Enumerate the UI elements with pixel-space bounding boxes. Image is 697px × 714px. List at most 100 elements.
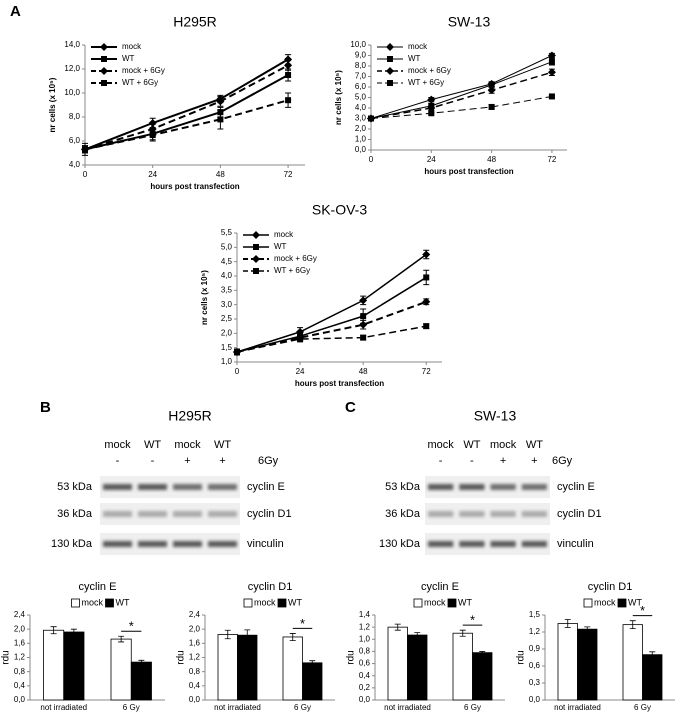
y-tick-label: 5,5 — [221, 228, 233, 237]
blot-band — [208, 541, 237, 547]
legend-swatch — [583, 598, 593, 608]
chart-title: cyclin E — [421, 581, 459, 593]
chart-title: SK-OV-3 — [312, 202, 367, 218]
marker — [368, 115, 374, 122]
x-tick-label: not irradiated — [214, 703, 261, 712]
blot-strip — [425, 476, 550, 498]
error-bar — [289, 633, 296, 641]
treatment-label: 6Gy — [552, 455, 573, 467]
y-tick-label: 1,6 — [14, 638, 26, 647]
y-tick-label: 0,8 — [14, 667, 26, 676]
lane-label: mock — [427, 439, 454, 451]
x-tick-label: 24 — [427, 155, 436, 164]
panel-label: A — [10, 3, 21, 20]
marker — [427, 104, 436, 112]
legend-label: mock + 6Gy — [408, 66, 451, 75]
y-tick-label: 0,6 — [529, 661, 541, 670]
blot-band — [138, 484, 167, 490]
blot-band — [521, 541, 547, 547]
blot-band — [459, 484, 485, 490]
error-bar — [70, 628, 77, 636]
marker — [297, 336, 304, 343]
y-tick-label: 5,0 — [221, 242, 233, 251]
legend-marker — [387, 56, 393, 62]
series-line — [236, 253, 427, 353]
legend-label: WT — [122, 54, 135, 63]
protein-label: cyclin E — [557, 481, 595, 493]
legend-label: WT — [274, 242, 287, 251]
treatment-sign: + — [531, 455, 537, 467]
y-tick-label: 1,2 — [14, 653, 26, 662]
significance-star: * — [129, 619, 134, 634]
blot-strip — [100, 533, 240, 555]
legend-swatch — [617, 598, 627, 608]
chart-title: H295R — [173, 14, 217, 30]
legend-label: WT + 6Gy — [408, 78, 444, 87]
legend-marker — [252, 255, 260, 263]
marker — [284, 55, 293, 64]
y-tick-label: 1,2 — [189, 653, 201, 662]
bar — [282, 636, 303, 701]
legend-marker — [253, 268, 259, 274]
series-line — [84, 64, 289, 151]
x-tick-label: 6 Gy — [294, 703, 311, 712]
bar — [622, 624, 643, 701]
x-tick-label: 0 — [83, 170, 88, 179]
treatment-label: 6Gy — [258, 455, 279, 467]
x-tick-label: 72 — [284, 170, 293, 179]
y-tick-label: 4,0 — [69, 160, 81, 169]
x-tick-label: 0 — [235, 367, 240, 376]
y-tick-label: 3,5 — [221, 285, 233, 294]
blot-band — [103, 484, 132, 490]
marker — [422, 297, 431, 306]
legend-label: mock + 6Gy — [122, 66, 165, 75]
protein-label: cyclin D1 — [557, 508, 602, 520]
legend-label: mock — [122, 42, 142, 51]
y-tick-label: 4,0 — [221, 271, 233, 280]
x-tick-label: not irradiated — [384, 703, 431, 712]
legend-swatch — [447, 598, 457, 608]
y-axis-label: rdu — [176, 650, 187, 664]
blot-band — [521, 511, 547, 517]
panel-label: B — [40, 399, 51, 416]
series-line — [370, 95, 553, 119]
legend-label: mock — [594, 597, 616, 607]
y-tick-label: 1,4 — [359, 610, 371, 619]
blot-band — [428, 541, 454, 547]
legend-marker — [100, 67, 108, 75]
error-bar — [459, 629, 466, 637]
legend-swatch — [71, 598, 80, 608]
chart-title: cyclin D1 — [588, 581, 633, 593]
error-bar — [138, 659, 145, 665]
x-axis-label: hours post transfection — [295, 379, 384, 388]
error-bar — [584, 626, 591, 632]
error-bar — [118, 635, 125, 643]
y-tick-label: 4,5 — [221, 257, 233, 266]
bar — [63, 631, 85, 701]
significance-star: * — [640, 603, 645, 618]
error-bar — [649, 651, 656, 658]
kda-label: 36 kDa — [385, 508, 421, 520]
marker — [487, 86, 496, 95]
legend-label: mock — [254, 597, 276, 607]
y-axis-label: rdu — [516, 650, 527, 664]
lane-label: mock — [104, 439, 131, 451]
marker — [428, 110, 435, 117]
y-tick-label: 8,0 — [355, 61, 367, 70]
blot-strip — [425, 533, 550, 555]
bar — [557, 623, 578, 701]
x-tick-label: 72 — [547, 155, 556, 164]
blot-band — [428, 511, 454, 517]
bar — [577, 628, 598, 701]
y-tick-label: 5,0 — [355, 93, 367, 102]
marker — [488, 81, 495, 88]
legend-swatch — [413, 598, 423, 608]
blot-band — [490, 541, 516, 547]
bar — [407, 634, 428, 701]
y-tick-label: 2,5 — [221, 314, 233, 323]
chart-title: cyclin D1 — [248, 581, 293, 593]
blot-band — [173, 484, 202, 490]
blot-band — [490, 484, 516, 490]
error-bar — [564, 619, 571, 628]
